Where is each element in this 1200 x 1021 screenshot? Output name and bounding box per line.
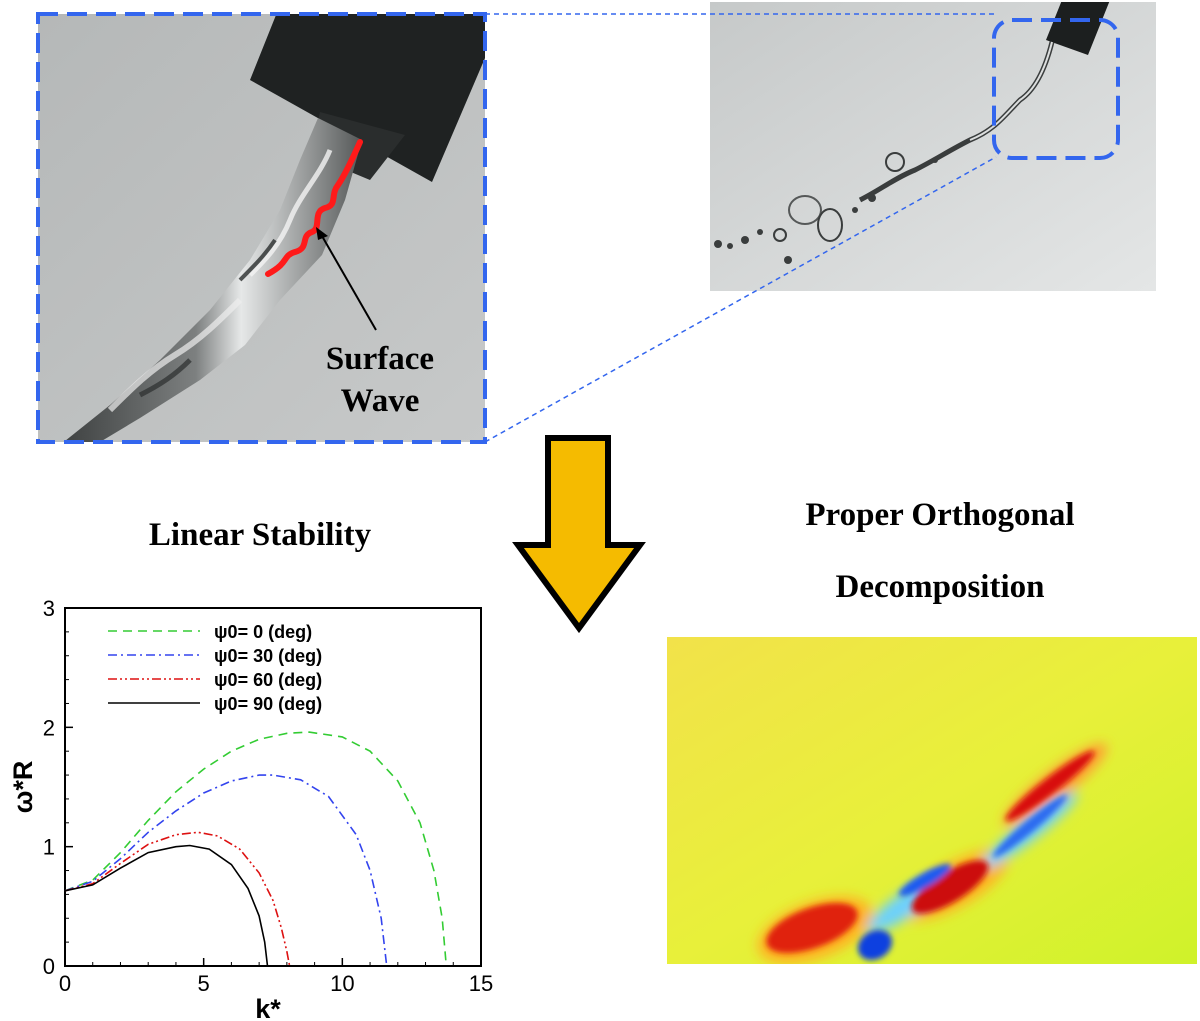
y-tick-label-1: 1	[43, 835, 55, 860]
surface-wave-label-line1: Surface	[325, 341, 435, 377]
y-tick-label-3: 3	[43, 596, 55, 621]
series-line-3	[64, 844, 269, 967]
series-line-2	[64, 831, 291, 967]
x-axis-label: k*	[255, 994, 281, 1021]
plot-frame	[64, 607, 482, 967]
surface-wave-marker	[265, 139, 363, 277]
process-arrow	[512, 435, 646, 634]
y-tick-label-0: 0	[43, 954, 55, 979]
y-axis-label: ω*R	[8, 761, 38, 814]
x-tick-label-0: 0	[59, 971, 71, 996]
x-tick-label-3: 15	[469, 971, 493, 996]
legend-label-0: ψ0= 0 (deg)	[214, 622, 312, 642]
pod-mode-field	[667, 637, 1197, 964]
linear-stability-title: Linear Stability	[148, 517, 372, 553]
zoomed-jet-photo	[38, 14, 485, 442]
zoom-frame-right	[992, 18, 1120, 160]
y-tick-label-2: 2	[43, 715, 55, 740]
x-tick-label-1: 5	[198, 971, 210, 996]
legend-label-1: ψ0= 30 (deg)	[214, 646, 322, 666]
legend-label-2: ψ0= 60 (deg)	[214, 670, 322, 690]
series-line-1	[64, 774, 388, 967]
series-line-0	[64, 731, 448, 967]
pod-title-line1: Proper Orthogonal	[805, 497, 1075, 533]
legend-label-3: ψ0= 90 (deg)	[214, 694, 322, 714]
pod-title: Proper Orthogonal Decomposition	[740, 495, 1140, 607]
x-tick-label-2: 10	[330, 971, 354, 996]
annotation-arrow	[321, 235, 377, 331]
overview-jet-photo	[710, 2, 1156, 291]
surface-wave-label: Surface Wave	[305, 338, 455, 422]
surface-wave-label-line2: Wave	[340, 383, 420, 419]
stability-chart: 0 5 10 15 0 1 2 3 ψ0= 0 (deg) ψ0= 30 (deg) ψ0= 60 …	[8, 596, 493, 1021]
pod-title-line2: Decomposition	[835, 569, 1045, 605]
